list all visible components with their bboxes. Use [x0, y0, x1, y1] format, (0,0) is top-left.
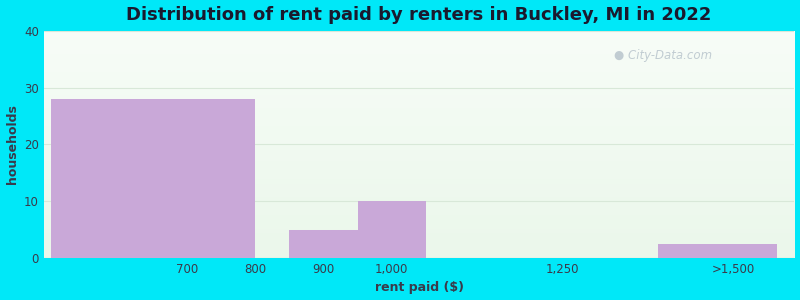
Text: ● City-Data.com: ● City-Data.com: [614, 49, 713, 62]
Y-axis label: households: households: [6, 104, 18, 184]
X-axis label: rent paid ($): rent paid ($): [374, 281, 464, 294]
Bar: [290, 230, 358, 258]
Bar: [50, 99, 255, 258]
Bar: [358, 201, 426, 258]
Bar: [658, 244, 778, 258]
Title: Distribution of rent paid by renters in Buckley, MI in 2022: Distribution of rent paid by renters in …: [126, 6, 712, 24]
